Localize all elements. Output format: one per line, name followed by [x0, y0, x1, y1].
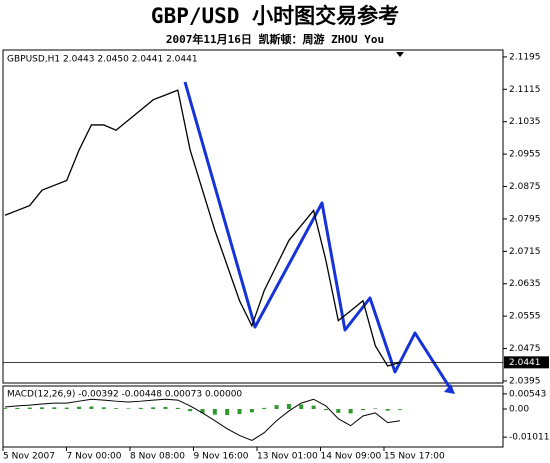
macd-bar: [348, 408, 353, 414]
macd-bar: [101, 407, 106, 409]
macd-bar: [212, 408, 217, 415]
macd-bar: [126, 408, 131, 409]
y-tick-label: 2.0555: [509, 312, 541, 322]
page-subtitle: 2007年11月16日 凯斯顿：周游 ZHOU You: [166, 32, 384, 46]
page-title: GBP/USD 小时图交易参考: [151, 4, 399, 28]
main-title: GBPUSD,H1 2.0443 2.0450 2.0441 2.0441: [7, 55, 198, 65]
x-tick-label: 15 Nov 17:00: [384, 452, 445, 462]
main-panel: [2, 49, 504, 384]
y-tick-label: 2.0875: [509, 182, 541, 192]
macd-bar: [15, 407, 20, 409]
x-tick-label: 14 Nov 09:00: [321, 452, 382, 462]
macd-bar: [398, 408, 402, 410]
y-tick-label: -0.01011: [509, 433, 549, 443]
macd-bar: [3, 408, 7, 409]
macd-panel: [2, 385, 504, 448]
macd-bar: [311, 405, 316, 409]
price-label: 2.0441: [509, 358, 541, 368]
macd-bar: [77, 406, 82, 409]
y-tick-label: 2.0475: [509, 344, 541, 354]
y-tick-label: 2.1115: [509, 85, 541, 95]
macd-bar: [175, 407, 180, 409]
macd-bar: [360, 408, 365, 411]
macd-bar: [336, 408, 341, 413]
macd-bar: [262, 407, 267, 409]
macd-bar: [89, 406, 94, 409]
macd-title: MACD(12,26,9) -0.00392 -0.00448 0.00073 …: [7, 390, 242, 400]
macd-line: [4, 398, 401, 442]
price-line-series: [4, 89, 401, 367]
macd-bar: [274, 405, 279, 409]
macd-bar: [286, 403, 291, 409]
wave-arrowhead: [444, 384, 455, 394]
macd-bar: [225, 408, 230, 416]
macd-bar: [237, 408, 242, 415]
y-tick-label: 0.00: [509, 404, 529, 414]
macd-bar: [200, 408, 205, 414]
y-tick-label: 2.0635: [509, 279, 541, 289]
x-tick-label: 7 Nov 00:00: [67, 452, 122, 462]
macd-bar: [385, 408, 390, 411]
wave-annotation: [183, 81, 452, 389]
macd-bar: [163, 407, 168, 409]
macd-bar: [151, 407, 156, 409]
x-tick-label: 5 Nov 2007: [3, 452, 55, 462]
y-tick-label: 2.0715: [509, 247, 541, 257]
macd-bar: [323, 408, 328, 411]
y-tick-label: 2.1035: [509, 117, 541, 127]
y-tick-label: 2.0395: [509, 376, 541, 386]
x-tick-label: 9 Nov 16:00: [194, 452, 249, 462]
macd-bar: [64, 407, 69, 409]
macd-bar: [27, 407, 32, 409]
macd-bar: [188, 408, 193, 412]
y-tick-label: 2.0955: [509, 150, 541, 160]
macd-bar: [249, 408, 254, 413]
x-tick-label: 13 Nov 01:00: [257, 452, 318, 462]
macd-bar: [40, 407, 45, 409]
macd-bar: [373, 408, 378, 409]
macd-bar: [114, 408, 119, 409]
y-tick-label: 2.1195: [509, 52, 541, 62]
macd-bar: [299, 404, 304, 409]
x-tick-label: 8 Nov 08:00: [130, 452, 185, 462]
shift-marker: [396, 52, 404, 57]
price-box: [504, 356, 549, 369]
y-tick-label: 2.0795: [509, 214, 541, 224]
macd-bar: [138, 407, 143, 409]
macd-bar: [52, 407, 57, 409]
y-tick-label: 0.00543: [509, 389, 546, 399]
